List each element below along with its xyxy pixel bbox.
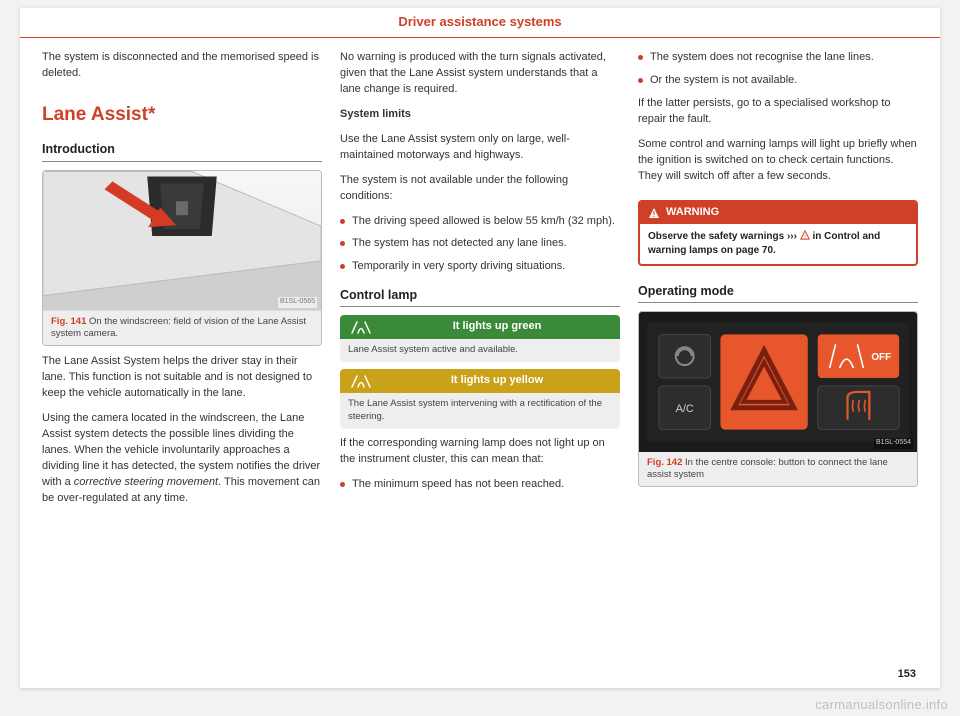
bullet-dot-icon [340,219,345,224]
fig141-num: Fig. 141 [51,316,86,327]
svg-text:OFF: OFF [871,352,891,363]
lamp-yellow-body: The Lane Assist system intervening with … [340,393,620,429]
fig141-text: On the windscreen: field of vision of th… [51,316,306,339]
page-number: 153 [898,668,916,680]
figure-141: B1SL-0565 Fig. 141 On the windscreen: fi… [42,170,322,347]
col2-p2: Use the Lane Assist system only on large… [340,132,620,164]
svg-text:!: ! [653,210,656,219]
bullet-dot-icon [340,482,345,487]
system-limits-head: System limits [340,107,620,123]
subhead-control-lamp: Control lamp [340,286,620,307]
bullet-sporty: Temporarily in very sporty driving situa… [340,259,620,275]
bullet-no-lines: The system has not detected any lane lin… [340,236,620,252]
warning-head: ! WARNING [640,202,916,224]
lane-assist-icon [348,320,374,334]
lamp-yellow-box: It lights up yellow The Lane Assist syst… [340,369,620,429]
bullet-dot-icon [638,55,643,60]
bullet-speed: The driving speed allowed is below 55 km… [340,214,620,230]
fig142-svg: A/C OFF [639,312,917,452]
warning-box: ! WARNING Observe the safety warnings ››… [638,200,918,266]
col3-p1: If the latter persists, go to a speciali… [638,96,918,128]
lamp-green-box: It lights up green Lane Assist system ac… [340,315,620,362]
figure-141-caption: Fig. 141 On the windscreen: field of vis… [43,311,321,346]
warning-triangle-icon: ! [648,207,660,219]
col1-p1: The Lane Assist System helps the driver … [42,354,322,402]
fig141-code: B1SL-0565 [278,297,317,307]
col3-p2: Some control and warning lamps will ligh… [638,137,918,185]
subhead-operating-mode: Operating mode [638,282,918,303]
column-1: The system is disconnected and the memor… [42,50,322,655]
page-header: Driver assistance systems [20,8,940,38]
bullet-no-recognise: The system does not recognise the lane l… [638,50,918,66]
fig142-code: B1SL-0554 [874,438,913,448]
subhead-introduction: Introduction [42,140,322,161]
figure-142-image: A/C OFF [639,312,917,452]
fig142-num: Fig. 142 [647,457,682,468]
manual-page: Driver assistance systems The system is … [20,8,940,688]
bullet-min-speed: The minimum speed has not been reached. [340,477,620,493]
watermark: carmanualsonline.info [815,697,948,712]
col2-p3: The system is not available under the fo… [340,173,620,205]
warning-body: Observe the safety warnings ››› ! in Con… [640,224,916,264]
intro-text: The system is disconnected and the memor… [42,50,322,82]
lamp-yellow-head: It lights up yellow [340,369,620,393]
bullet-dot-icon [638,78,643,83]
bullet-dot-icon [340,241,345,246]
section-title-lane-assist: Lane Assist* [42,101,322,129]
warning-triangle-icon: ! [800,230,810,240]
column-2: No warning is produced with the turn sig… [340,50,620,655]
bullet-not-available: Or the system is not available. [638,73,918,89]
col2-p4: If the corresponding warning lamp does n… [340,436,620,468]
column-3: The system does not recognise the lane l… [638,50,918,655]
figure-142: A/C OFF [638,311,918,488]
fig141-svg [43,171,321,311]
lane-assist-icon [348,374,374,388]
figure-141-image: B1SL-0565 [43,171,321,311]
figure-142-caption: Fig. 142 In the centre console: button t… [639,452,917,487]
lamp-green-body: Lane Assist system active and available. [340,339,620,362]
fig142-text: In the centre console: button to connect… [647,457,888,480]
content-columns: The system is disconnected and the memor… [20,38,940,663]
bullet-dot-icon [340,264,345,269]
lamp-green-head: It lights up green [340,315,620,339]
col1-p2: Using the camera located in the windscre… [42,411,322,507]
col2-p1: No warning is produced with the turn sig… [340,50,620,98]
header-title: Driver assistance systems [20,14,940,29]
svg-text:A/C: A/C [676,402,694,414]
